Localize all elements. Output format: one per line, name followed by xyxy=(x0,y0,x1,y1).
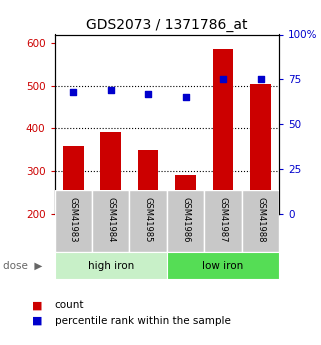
Point xyxy=(146,91,151,97)
Bar xyxy=(55,190,92,252)
Point xyxy=(258,77,263,82)
Bar xyxy=(55,252,167,279)
Bar xyxy=(100,132,121,214)
Bar xyxy=(167,252,279,279)
Text: GSM41983: GSM41983 xyxy=(69,197,78,242)
Text: ■: ■ xyxy=(32,300,43,310)
Bar xyxy=(129,190,167,252)
Text: count: count xyxy=(55,300,84,310)
Text: GSM41986: GSM41986 xyxy=(181,197,190,242)
Bar xyxy=(242,190,279,252)
Bar xyxy=(167,190,204,252)
Bar xyxy=(250,83,271,214)
Text: ■: ■ xyxy=(32,316,43,326)
Title: GDS2073 / 1371786_at: GDS2073 / 1371786_at xyxy=(86,18,248,32)
Bar xyxy=(175,175,196,214)
Text: dose  ▶: dose ▶ xyxy=(3,261,43,270)
Bar xyxy=(138,150,159,214)
Bar xyxy=(92,190,129,252)
Bar xyxy=(63,146,83,214)
Point xyxy=(71,89,76,95)
Bar xyxy=(204,190,242,252)
Text: percentile rank within the sample: percentile rank within the sample xyxy=(55,316,230,326)
Text: GSM41987: GSM41987 xyxy=(219,197,228,242)
Point xyxy=(183,95,188,100)
Bar xyxy=(213,49,233,214)
Text: high iron: high iron xyxy=(88,261,134,270)
Text: GSM41988: GSM41988 xyxy=(256,197,265,242)
Text: low iron: low iron xyxy=(203,261,244,270)
Text: GSM41984: GSM41984 xyxy=(106,197,115,242)
Point xyxy=(108,87,113,93)
Text: GSM41985: GSM41985 xyxy=(144,197,153,242)
Point xyxy=(221,77,226,82)
